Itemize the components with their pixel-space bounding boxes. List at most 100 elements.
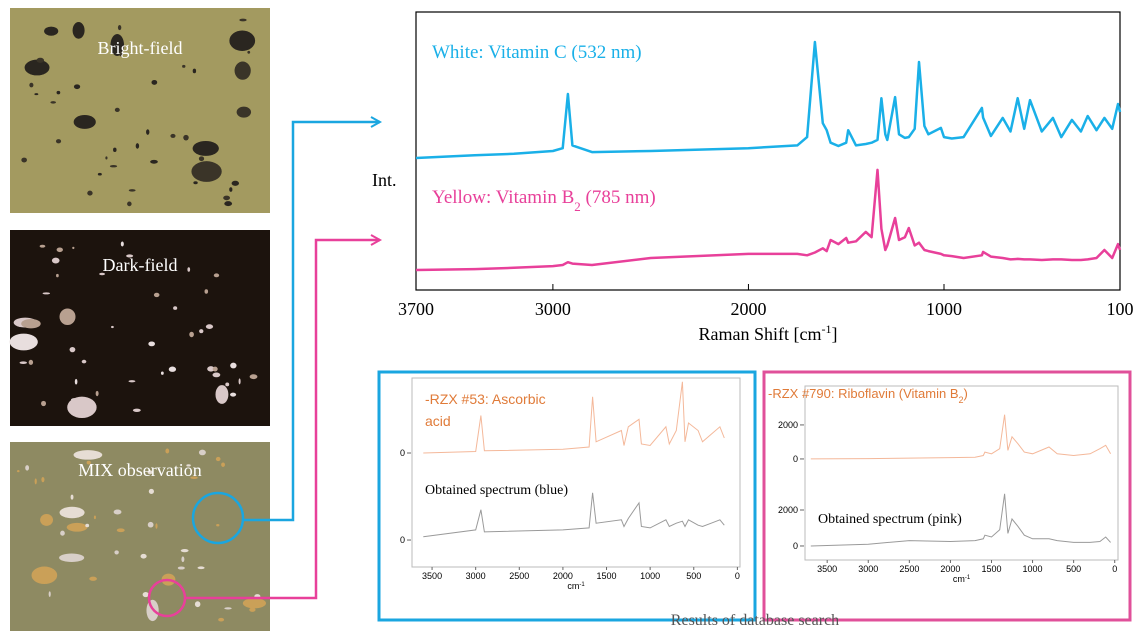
x-tick-label: 3700 bbox=[398, 299, 434, 319]
particle bbox=[221, 462, 225, 466]
x-axis-label-part: cm bbox=[953, 574, 965, 584]
x-tick-label: 2500 bbox=[509, 571, 529, 581]
particle bbox=[72, 247, 74, 249]
result-box bbox=[764, 372, 1130, 620]
x-axis-label: cm-1 bbox=[567, 581, 585, 591]
particle bbox=[111, 326, 114, 328]
x-tick-label: 3500 bbox=[817, 564, 837, 574]
particle bbox=[187, 267, 190, 272]
particle bbox=[73, 22, 85, 39]
particle bbox=[59, 554, 84, 562]
x-tick-label: 0 bbox=[735, 571, 740, 581]
particle bbox=[155, 523, 157, 528]
series-label: White: Vitamin C (532 nm) bbox=[432, 42, 642, 63]
photos bbox=[10, 8, 270, 631]
particle bbox=[43, 292, 51, 294]
y-tick-label: 0 bbox=[400, 535, 405, 545]
particle bbox=[216, 457, 221, 461]
x-tick-label: 0 bbox=[1112, 564, 1117, 574]
particle bbox=[214, 273, 219, 277]
particle bbox=[29, 83, 33, 88]
particle bbox=[67, 523, 88, 532]
particle bbox=[161, 372, 164, 375]
x-tick-label: 1000 bbox=[926, 299, 962, 319]
particle bbox=[114, 510, 122, 515]
particle bbox=[50, 101, 56, 104]
particle bbox=[60, 308, 76, 325]
particle bbox=[115, 108, 120, 112]
particle bbox=[149, 489, 154, 494]
particle bbox=[113, 148, 117, 152]
y-tick-label: 2000 bbox=[778, 505, 798, 515]
particle bbox=[82, 360, 87, 364]
particle bbox=[183, 135, 188, 141]
x-tick-label: 1500 bbox=[597, 571, 617, 581]
particle bbox=[37, 58, 45, 63]
particle bbox=[17, 470, 20, 472]
particle bbox=[199, 156, 204, 161]
particle bbox=[71, 495, 74, 500]
particle bbox=[34, 93, 38, 95]
panel-title-part: ) bbox=[964, 386, 968, 401]
particle bbox=[74, 84, 80, 89]
particle bbox=[173, 306, 177, 310]
particle bbox=[60, 531, 65, 536]
particle bbox=[189, 332, 194, 337]
x-axis-label: Raman Shift [cm-1] bbox=[699, 322, 838, 344]
particle bbox=[110, 165, 117, 167]
particle bbox=[67, 397, 96, 418]
x-tick-label: 500 bbox=[1066, 564, 1081, 574]
x-tick-label: 3000 bbox=[535, 299, 571, 319]
x-tick-label: 1500 bbox=[981, 564, 1001, 574]
particle bbox=[235, 62, 251, 80]
panel-title: Obtained spectrum (blue) bbox=[425, 483, 568, 498]
x-tick-label: 2000 bbox=[553, 571, 573, 581]
particle bbox=[230, 393, 236, 397]
x-tick-label: 2000 bbox=[730, 299, 766, 319]
particle bbox=[85, 524, 89, 528]
x-tick-label: 3000 bbox=[858, 564, 878, 574]
x-tick-label: 100 bbox=[1107, 299, 1134, 319]
particle bbox=[96, 391, 99, 396]
particle bbox=[57, 247, 63, 252]
photo-label: Dark-field bbox=[103, 255, 178, 275]
particle bbox=[247, 51, 250, 54]
particle bbox=[21, 319, 41, 328]
particle bbox=[25, 60, 50, 76]
particle bbox=[165, 448, 169, 453]
series-label: Yellow: Vitamin B2 (785 nm) bbox=[432, 187, 656, 214]
particle bbox=[146, 129, 149, 135]
particle bbox=[56, 139, 61, 143]
y-tick-label: 2000 bbox=[778, 420, 798, 430]
panel-title-part: -RZX #790: Riboflavin (Vitamin B bbox=[768, 386, 959, 401]
particle bbox=[224, 607, 232, 609]
particle bbox=[193, 69, 196, 74]
particle bbox=[87, 191, 92, 196]
particle bbox=[205, 289, 209, 293]
series-label-part: (785 nm) bbox=[581, 187, 656, 208]
x-axis-label: cm-1 bbox=[953, 574, 971, 584]
particle bbox=[170, 134, 175, 138]
particle bbox=[239, 19, 246, 22]
particle bbox=[193, 181, 197, 184]
particle bbox=[10, 334, 38, 351]
x-tick-label: 500 bbox=[686, 571, 701, 581]
particle bbox=[35, 478, 37, 484]
particle bbox=[195, 601, 200, 607]
particle bbox=[121, 241, 124, 246]
particle bbox=[70, 347, 76, 352]
particle bbox=[40, 245, 46, 248]
particle bbox=[21, 158, 27, 163]
particle bbox=[98, 173, 102, 176]
particle bbox=[239, 378, 241, 384]
x-axis-label-part: -1 bbox=[965, 575, 971, 581]
particle bbox=[169, 367, 176, 372]
x-axis-label-part: -1 bbox=[821, 322, 831, 336]
particle bbox=[232, 181, 239, 186]
particle bbox=[225, 383, 229, 387]
particle bbox=[32, 567, 58, 585]
particle bbox=[74, 115, 96, 129]
particle bbox=[206, 324, 213, 329]
x-tick-label: 2000 bbox=[940, 564, 960, 574]
